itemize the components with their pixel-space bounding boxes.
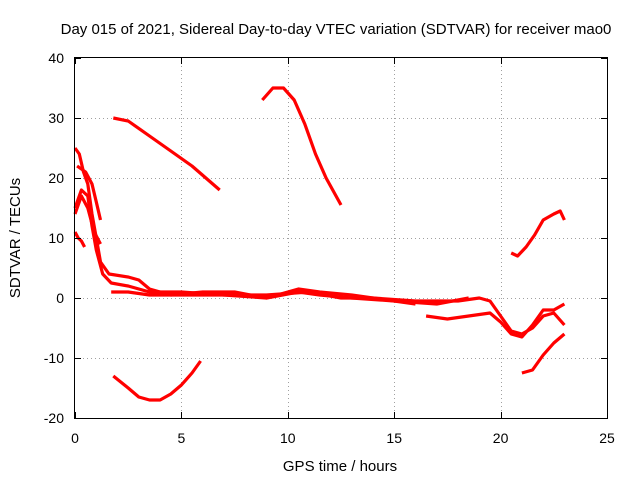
plot-frame (74, 57, 608, 419)
y-tick-labels: -20 -10 0 10 20 30 40 (44, 50, 64, 426)
y-tick-label: 30 (48, 110, 64, 126)
series-line-s11 (510, 209, 566, 258)
chart-title: Day 015 of 2021, Sidereal Day-to-day VTE… (61, 21, 612, 38)
y-tick-label: -10 (44, 350, 64, 366)
x-tick-label: 20 (493, 430, 509, 446)
y-axis-label: SDTVAR / TECUs (7, 178, 24, 298)
series-line-s5 (76, 164, 103, 221)
y-tick-label: 10 (48, 230, 64, 246)
grid-lines (75, 58, 607, 418)
y-tick-label: -20 (44, 410, 64, 426)
series-line-s3 (73, 194, 102, 245)
y-tick-label: 0 (56, 290, 64, 306)
y-tick-label: 20 (48, 170, 64, 186)
x-tick-label: 10 (280, 430, 296, 446)
series-line-s9 (261, 86, 343, 206)
series-line-s2 (73, 147, 469, 306)
series-line-s12 (521, 332, 566, 375)
series-line-s4 (73, 231, 87, 248)
x-tick-label: 15 (386, 430, 402, 446)
series-line-s10 (112, 360, 202, 402)
x-axis-label: GPS time / hours (283, 458, 397, 475)
series-line-s7 (425, 302, 566, 339)
x-tick-label: 5 (178, 430, 186, 446)
axis-ticks (75, 58, 608, 419)
x-tick-labels: 0 5 10 15 20 25 (71, 430, 615, 446)
series-line-s6 (111, 290, 416, 306)
data-series (73, 86, 566, 402)
x-tick-label: 0 (71, 430, 79, 446)
y-tick-label: 40 (48, 50, 64, 66)
x-tick-label: 25 (599, 430, 615, 446)
series-line-s8 (112, 116, 221, 192)
